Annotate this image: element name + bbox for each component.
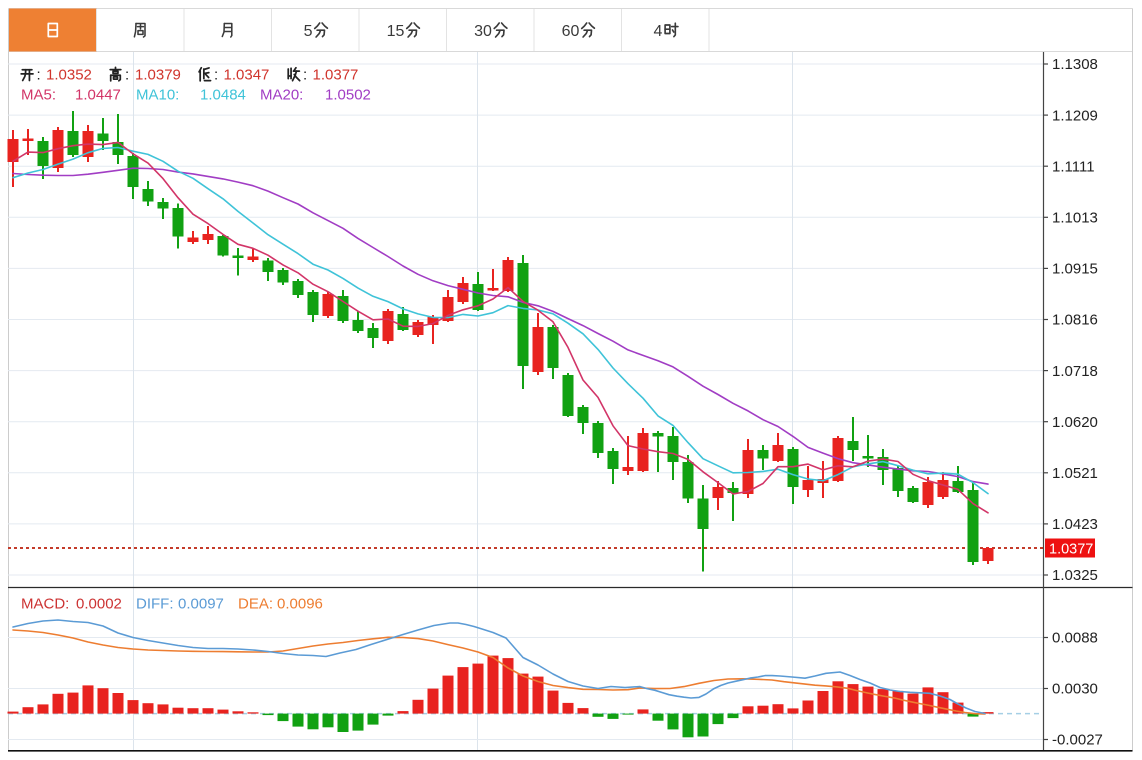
svg-text:4: 4	[654, 23, 663, 40]
svg-text:0.0030: 0.0030	[1052, 681, 1098, 698]
svg-text:1.0423: 1.0423	[1052, 516, 1098, 533]
svg-text:1.0447: 1.0447	[75, 87, 121, 104]
svg-text:MA20:: MA20:	[260, 87, 303, 104]
svg-text:1.0620: 1.0620	[1052, 414, 1098, 431]
svg-text:DEA:: DEA:	[238, 596, 273, 613]
svg-text:1.1209: 1.1209	[1052, 107, 1098, 124]
svg-text::: :	[37, 67, 41, 84]
svg-text:1.0377: 1.0377	[313, 67, 359, 84]
svg-text:1.0521: 1.0521	[1052, 465, 1098, 482]
svg-text:1.1013: 1.1013	[1052, 210, 1098, 227]
svg-text:1.1111: 1.1111	[1052, 158, 1095, 175]
svg-text:1.0718: 1.0718	[1052, 363, 1098, 380]
svg-text:1.0377: 1.0377	[1049, 542, 1093, 558]
svg-text:MACD:: MACD:	[21, 596, 69, 613]
svg-text:1.0379: 1.0379	[135, 67, 181, 84]
svg-text:1.0352: 1.0352	[46, 67, 92, 84]
svg-text::: :	[303, 67, 307, 84]
svg-text:30: 30	[474, 23, 492, 40]
svg-text:15: 15	[387, 23, 405, 40]
svg-text:MA5:: MA5:	[21, 87, 56, 104]
svg-text:MA10:: MA10:	[136, 87, 179, 104]
svg-text:5: 5	[304, 23, 313, 40]
svg-text:0.0002: 0.0002	[76, 596, 122, 613]
svg-text:1.0347: 1.0347	[224, 67, 270, 84]
svg-text:1.0502: 1.0502	[325, 87, 371, 104]
svg-text::: :	[214, 67, 218, 84]
svg-text:0.0088: 0.0088	[1052, 630, 1098, 647]
svg-text:1.0915: 1.0915	[1052, 261, 1098, 278]
svg-text:60: 60	[562, 23, 580, 40]
svg-text:1.0325: 1.0325	[1052, 567, 1098, 584]
svg-text:-0.0027: -0.0027	[1052, 732, 1103, 749]
svg-text:1.1308: 1.1308	[1052, 56, 1098, 73]
svg-text:1.0816: 1.0816	[1052, 312, 1098, 329]
svg-text::: :	[125, 67, 129, 84]
svg-text:1.0484: 1.0484	[200, 87, 246, 104]
svg-text:0.0097: 0.0097	[178, 596, 224, 613]
svg-text:DIFF:: DIFF:	[136, 596, 174, 613]
svg-text:0.0096: 0.0096	[277, 596, 323, 613]
